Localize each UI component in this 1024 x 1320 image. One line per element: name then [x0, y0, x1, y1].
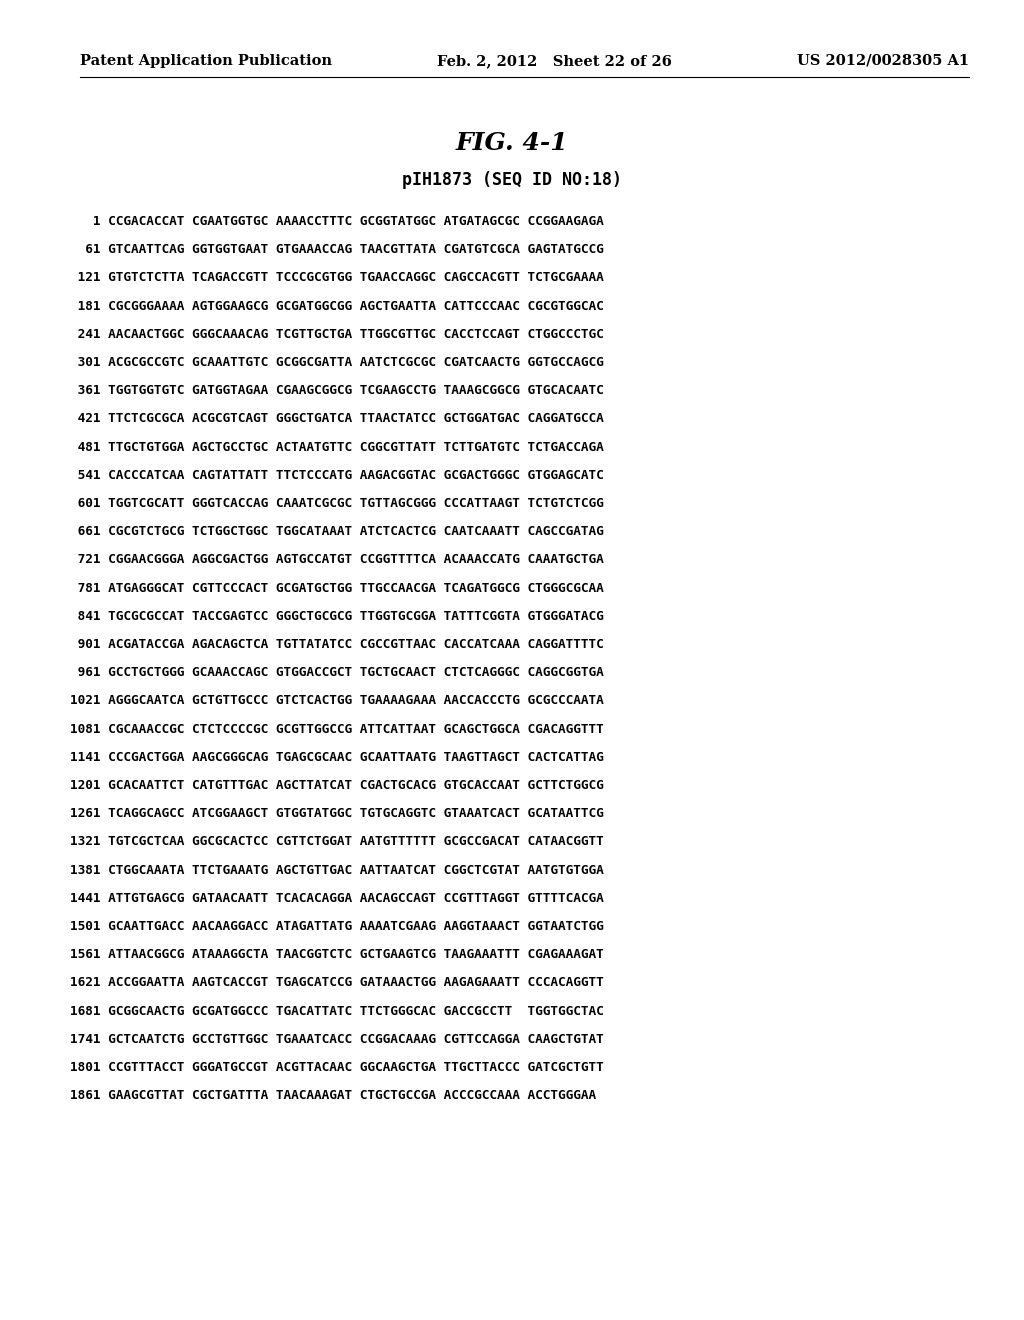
Text: 241 AACAACTGGC GGGCAAACAG TCGTTGCTGA TTGGCGTTGC CACCTCCAGT CTGGCCCTGC: 241 AACAACTGGC GGGCAAACAG TCGTTGCTGA TTG… — [70, 327, 604, 341]
Text: 541 CACCCATCAA CAGTATTATT TTCTCCCATG AAGACGGTAC GCGACTGGGC GTGGAGCATC: 541 CACCCATCAA CAGTATTATT TTCTCCCATG AAG… — [70, 469, 604, 482]
Text: 841 TGCGCGCCAT TACCGAGTCC GGGCTGCGCG TTGGTGCGGA TATTTCGGTA GTGGGATACG: 841 TGCGCGCCAT TACCGAGTCC GGGCTGCGCG TTG… — [70, 610, 604, 623]
Text: 1861 GAAGCGTTAT CGCTGATTTA TAACAAAGAT CTGCTGCCGA ACCCGCCAAA ACCTGGGAA: 1861 GAAGCGTTAT CGCTGATTTA TAACAAAGAT CT… — [70, 1089, 596, 1102]
Text: 781 ATGAGGGCAT CGTTCCCACT GCGATGCTGG TTGCCAACGA TCAGATGGCG CTGGGCGCAA: 781 ATGAGGGCAT CGTTCCCACT GCGATGCTGG TTG… — [70, 582, 604, 594]
Text: pIH1873 (SEQ ID NO:18): pIH1873 (SEQ ID NO:18) — [402, 172, 622, 189]
Text: 481 TTGCTGTGGA AGCTGCCTGC ACTAATGTTC CGGCGTTATT TCTTGATGTC TCTGACCAGA: 481 TTGCTGTGGA AGCTGCCTGC ACTAATGTTC CGG… — [70, 441, 604, 454]
Text: 1441 ATTGTGAGCG GATAACAATT TCACACAGGA AACAGCCAGT CCGTTTAGGT GTTTTCACGA: 1441 ATTGTGAGCG GATAACAATT TCACACAGGA AA… — [70, 892, 604, 904]
Text: 721 CGGAACGGGA AGGCGACTGG AGTGCCATGT CCGGTTTТCA ACAAACCATG CAAATGCTGA: 721 CGGAACGGGA AGGCGACTGG AGTGCCATGT CCG… — [70, 553, 604, 566]
Text: 961 GCCTGCTGGG GCAAACCAGC GTGGACCGCT TGCTGCAACT CTCTCAGGGC CAGGCGGTGA: 961 GCCTGCTGGG GCAAACCAGC GTGGACCGCT TGC… — [70, 667, 604, 680]
Text: FIG. 4-1: FIG. 4-1 — [456, 131, 568, 154]
Text: 301 ACGCGCCGTC GCAAATTGTC GCGGCGATTA AATCTCGCGC CGATCAACTG GGTGCCAGCG: 301 ACGCGCCGTC GCAAATTGTC GCGGCGATTA AAT… — [70, 356, 604, 370]
Text: 181 CGCGGGAAAA AGTGGAAGCG GCGATGGCGG AGCTGAATTA CATTCCCAAC CGCGTGGCAC: 181 CGCGGGAAAA AGTGGAAGCG GCGATGGCGG AGC… — [70, 300, 604, 313]
Text: 1201 GCACAATTCT CATGTTTGAC AGCTTATCAT CGACTGCACG GTGCACCAAT GCTTCTGGCG: 1201 GCACAATTCT CATGTTTGAC AGCTTATCAT CG… — [70, 779, 604, 792]
Text: 1081 CGCAAACCGC CTCTCCCCGC GCGTTGGCCG ATTCATTAAT GCAGCTGGCA CGACAGGTTT: 1081 CGCAAACCGC CTCTCCCCGC GCGTTGGCCG AT… — [70, 722, 604, 735]
Text: US 2012/0028305 A1: US 2012/0028305 A1 — [797, 54, 969, 69]
Text: 1021 AGGGCAATCA GCTGTTGCCC GTCTCACTGG TGAAAAGAAA AACCACCCTG GCGCCCAATA: 1021 AGGGCAATCA GCTGTTGCCC GTCTCACTGG TG… — [70, 694, 604, 708]
Text: 901 ACGATACCGA AGACAGCTCA TGTTATATCC CGCCGTTAAC CACCATCAAA CAGGATTTTC: 901 ACGATACCGA AGACAGCTCA TGTTATATCC CGC… — [70, 638, 604, 651]
Text: 1741 GCTCAATCTG GCCTGTTGGC TGAAATCACC CCGGACAAAG CGTTCCAGGA CAAGCTGTAT: 1741 GCTCAATCTG GCCTGTTGGC TGAAATCACC CC… — [70, 1032, 604, 1045]
Text: 1801 CCGTTTACCT GGGATGCCGT ACGTTACAAC GGCAAGCTGA TTGCTTACCC GATCGCTGTT: 1801 CCGTTTACCT GGGATGCCGT ACGTTACAAC GG… — [70, 1061, 604, 1074]
Text: 361 TGGTGGTGTC GATGGTAGAA CGAAGCGGCG TCGAAGCCTG TAAAGCGGCG GTGCACAATC: 361 TGGTGGTGTC GATGGTAGAA CGAAGCGGCG TCG… — [70, 384, 604, 397]
Text: 1621 ACCGGAATTA AAGTCACCGT TGAGCATCCG GATAAACTGG AAGAGAAATT CCCACAGGTT: 1621 ACCGGAATTA AAGTCACCGT TGAGCATCCG GA… — [70, 977, 604, 990]
Text: 601 TGGTCGCATT GGGTCACCAG CAAATCGCGC TGTTAGCGGG CCCATTAAGT TCTGTCTCGG: 601 TGGTCGCATT GGGTCACCAG CAAATCGCGC TGT… — [70, 498, 604, 510]
Text: 1381 CTGGCAAATA TTCTGAAATG AGCTGTTGAC AATTAATCAT CGGCTCGTAT AATGTGTGGA: 1381 CTGGCAAATA TTCTGAAATG AGCTGTTGAC AA… — [70, 863, 604, 876]
Text: 121 GTGTCTCTTA TCAGACCGTT TCCCGCGTGG TGAACCAGGC CAGCCACGTT TCTGCGAAAA: 121 GTGTCTCTTA TCAGACCGTT TCCCGCGTGG TGA… — [70, 272, 604, 284]
Text: 421 TTCTCGCGCA ACGCGTCAGT GGGCTGATCA TTAACTATCC GCTGGATGAC CAGGATGCCA: 421 TTCTCGCGCA ACGCGTCAGT GGGCTGATCA TTA… — [70, 412, 604, 425]
Text: 61 GTCAATTCAG GGTGGTGAAT GTGAAACCAG TAACGTTATA CGATGTCGCA GAGTATGCCG: 61 GTCAATTCAG GGTGGTGAAT GTGAAACCAG TAAC… — [70, 243, 604, 256]
Text: 1 CCGACACCAT CGAATGGTGC AAAACCTTTC GCGGTATGGC ATGATAGCGC CCGGAAGAGA: 1 CCGACACCAT CGAATGGTGC AAAACCTTTC GCGGT… — [70, 215, 604, 228]
Text: 1141 CCCGACTGGA AAGCGGGCAG TGAGCGCAAC GCAATTAATG TAAGTTAGCT CACTCATTAG: 1141 CCCGACTGGA AAGCGGGCAG TGAGCGCAAC GC… — [70, 751, 604, 764]
Text: 1561 ATTAACGGCG ATAAAGGCTA TAACGGTCTC GCTGAAGTCG TAAGAAATTT CGAGAAAGAT: 1561 ATTAACGGCG ATAAAGGCTA TAACGGTCTC GC… — [70, 948, 604, 961]
Text: 1681 GCGGCAACTG GCGATGGCCC TGACATTATC TTCTGGGCAC GACCGCCTT  TGGTGGCTAC: 1681 GCGGCAACTG GCGATGGCCC TGACATTATC TT… — [70, 1005, 604, 1018]
Text: 1321 TGTCGCTCAA GGCGCACTCC CGTTCTGGAT AATGTTTTTT GCGCCGACAT CATAACGGTT: 1321 TGTCGCTCAA GGCGCACTCC CGTTCTGGAT AA… — [70, 836, 604, 849]
Text: 661 CGCGTCTGCG TCTGGCTGGC TGGCATAAAT ATCTCACTCG CAATCAAATT CAGCCGATAG: 661 CGCGTCTGCG TCTGGCTGGC TGGCATAAAT ATC… — [70, 525, 604, 539]
Text: 1261 TCAGGCAGCC ATCGGAAGCT GTGGTATGGC TGTGCAGGTC GTAAATCACT GCATAATTCG: 1261 TCAGGCAGCC ATCGGAAGCT GTGGTATGGC TG… — [70, 808, 604, 820]
Text: Patent Application Publication: Patent Application Publication — [80, 54, 332, 69]
Text: Feb. 2, 2012   Sheet 22 of 26: Feb. 2, 2012 Sheet 22 of 26 — [437, 54, 672, 69]
Text: 1501 GCAATTGACC AACAAGGACC ATAGATTATG AAAATCGAAG AAGGTAAACT GGTAATCTGG: 1501 GCAATTGACC AACAAGGACC ATAGATTATG AA… — [70, 920, 604, 933]
